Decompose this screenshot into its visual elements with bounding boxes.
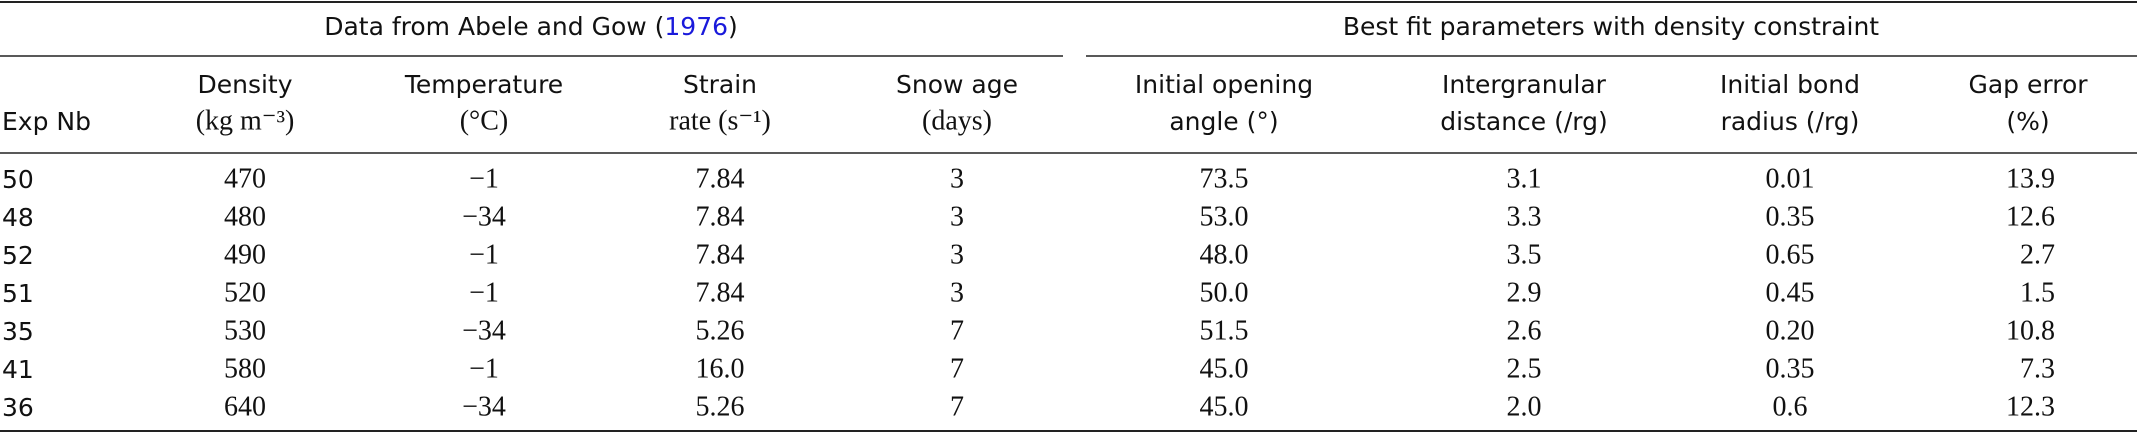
cell: −1	[469, 277, 499, 308]
group-text: )	[728, 12, 738, 41]
cell: 12.3	[2006, 391, 2055, 422]
cell: 2.7	[2020, 239, 2055, 270]
cell: 2.6	[1507, 315, 1542, 346]
cell: −1	[469, 239, 499, 270]
cell: 0.35	[1766, 201, 1815, 232]
cell: 36	[2, 393, 34, 422]
cell: 480	[224, 201, 266, 232]
cell: 3	[950, 277, 964, 308]
column-header: (°C)	[460, 105, 509, 136]
cell: 2.9	[1507, 277, 1542, 308]
cell: 3	[950, 201, 964, 232]
cell: 51	[2, 279, 34, 308]
cell: 1.5	[2020, 277, 2055, 308]
cell: 0.6	[1773, 391, 1808, 422]
cell: −34	[462, 315, 506, 346]
cell: 3	[950, 163, 964, 194]
cell: 16.0	[696, 353, 745, 384]
cell: 53.0	[1200, 201, 1249, 232]
cell: 5.26	[696, 315, 745, 346]
cell: −1	[469, 163, 499, 194]
cell: 7	[950, 353, 964, 384]
cell: 0.35	[1766, 353, 1815, 384]
group-header-left: Data from Abele and Gow (1976)	[324, 12, 738, 41]
column-header: distance (/rg)	[1440, 107, 1608, 136]
column-header: rate (s⁻¹)	[669, 105, 771, 136]
column-header: (kg m⁻³)	[196, 105, 295, 136]
cell: 470	[224, 163, 266, 194]
cell: 0.20	[1766, 315, 1815, 346]
column-header: Initial bond	[1720, 70, 1860, 99]
column-header: angle (°)	[1169, 107, 1278, 136]
cell: 45.0	[1200, 353, 1249, 384]
cell: 50.0	[1200, 277, 1249, 308]
column-header: Intergranular	[1442, 70, 1607, 99]
cell: 50	[2, 165, 34, 194]
column-header: Temperature	[404, 70, 563, 99]
cell: 48	[2, 203, 34, 232]
column-header: (%)	[2006, 107, 2049, 136]
cell: 490	[224, 239, 266, 270]
citation-link[interactable]: 1976	[664, 12, 728, 41]
cell: 2.0	[1507, 391, 1542, 422]
cell: 35	[2, 317, 34, 346]
cell: −34	[462, 201, 506, 232]
cell: 7.84	[696, 163, 745, 194]
cell: 12.6	[2006, 201, 2055, 232]
column-header: Gap error	[1968, 70, 2088, 99]
column-header: Exp Nb	[2, 107, 91, 136]
column-header: Strain	[683, 70, 757, 99]
cell: 52	[2, 241, 34, 270]
cell: 48.0	[1200, 239, 1249, 270]
cell: 7.84	[696, 277, 745, 308]
cell: 3	[950, 239, 964, 270]
column-header: radius (/rg)	[1721, 107, 1860, 136]
cell: 10.8	[2006, 315, 2055, 346]
cell: 640	[224, 391, 266, 422]
cell: 2.5	[1507, 353, 1542, 384]
cell: 41	[2, 355, 34, 384]
cell: 73.5	[1200, 163, 1249, 194]
cell: 3.1	[1507, 163, 1542, 194]
column-header: (days)	[922, 105, 992, 136]
cell: 5.26	[696, 391, 745, 422]
cell: 0.65	[1766, 239, 1815, 270]
cell: −1	[469, 353, 499, 384]
cell: 520	[224, 277, 266, 308]
cell: 7.84	[696, 239, 745, 270]
cell: 7.3	[2020, 353, 2055, 384]
column-header: Snow age	[896, 70, 1018, 99]
cell: 3.3	[1507, 201, 1542, 232]
cell: 13.9	[2006, 163, 2055, 194]
column-header: Density	[197, 70, 292, 99]
cell: 45.0	[1200, 391, 1249, 422]
cell: 51.5	[1200, 315, 1249, 346]
cell: 7	[950, 391, 964, 422]
cell: 0.45	[1766, 277, 1815, 308]
group-header-right: Best fit parameters with density constra…	[1343, 12, 1879, 41]
cell: −34	[462, 391, 506, 422]
cell: 3.5	[1507, 239, 1542, 270]
column-header: Initial opening	[1135, 70, 1313, 99]
cell: 0.01	[1766, 163, 1815, 194]
cell: 580	[224, 353, 266, 384]
group-text: Data from Abele and Gow (	[324, 12, 664, 41]
cell: 7.84	[696, 201, 745, 232]
cell: 530	[224, 315, 266, 346]
cell: 7	[950, 315, 964, 346]
